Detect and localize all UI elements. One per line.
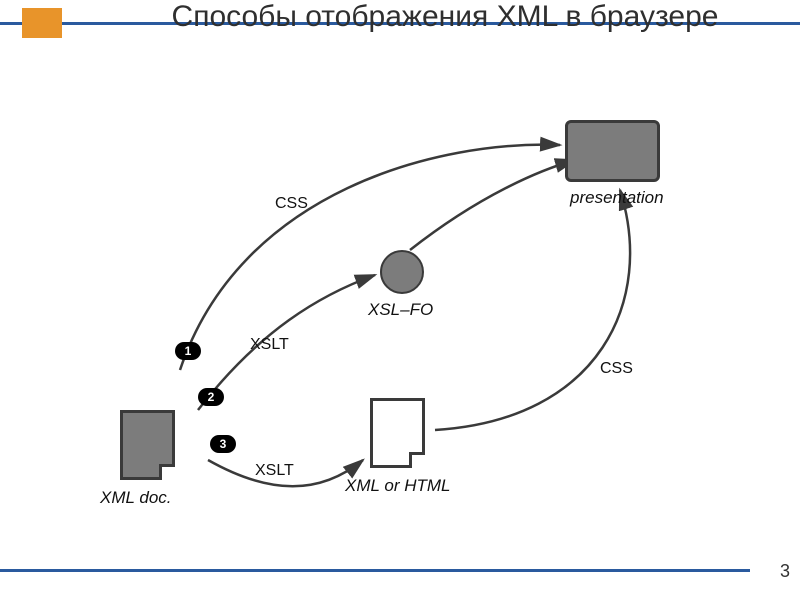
label-xslfo: XSL–FO [368, 300, 433, 320]
edge-label-xslt-bot: XSLT [255, 462, 294, 480]
page-number: 3 [780, 561, 790, 582]
label-presentation: presentation [570, 188, 664, 208]
node-presentation [565, 120, 660, 182]
node-xslfo [380, 250, 424, 294]
node-xml-doc [120, 410, 175, 480]
node-xml-html [370, 398, 425, 468]
badge-1: 1 [175, 342, 201, 360]
badge-2: 2 [198, 388, 224, 406]
edge-label-xslt-mid: XSLT [250, 336, 289, 354]
footer-rule [0, 569, 750, 572]
label-xml-doc: XML doc. [100, 488, 172, 508]
label-xml-html: XML or HTML [345, 476, 451, 496]
slide-title: Способы отображения XML в браузере [120, 0, 770, 35]
header-rule-left [0, 22, 22, 25]
diagram-canvas: XML doc. XML or HTML presentation XSL–FO… [80, 100, 720, 530]
edge-label-css-top: CSS [275, 195, 308, 213]
edge-label-css-right: CSS [600, 360, 633, 378]
accent-box-icon [22, 8, 62, 38]
badge-3: 3 [210, 435, 236, 453]
